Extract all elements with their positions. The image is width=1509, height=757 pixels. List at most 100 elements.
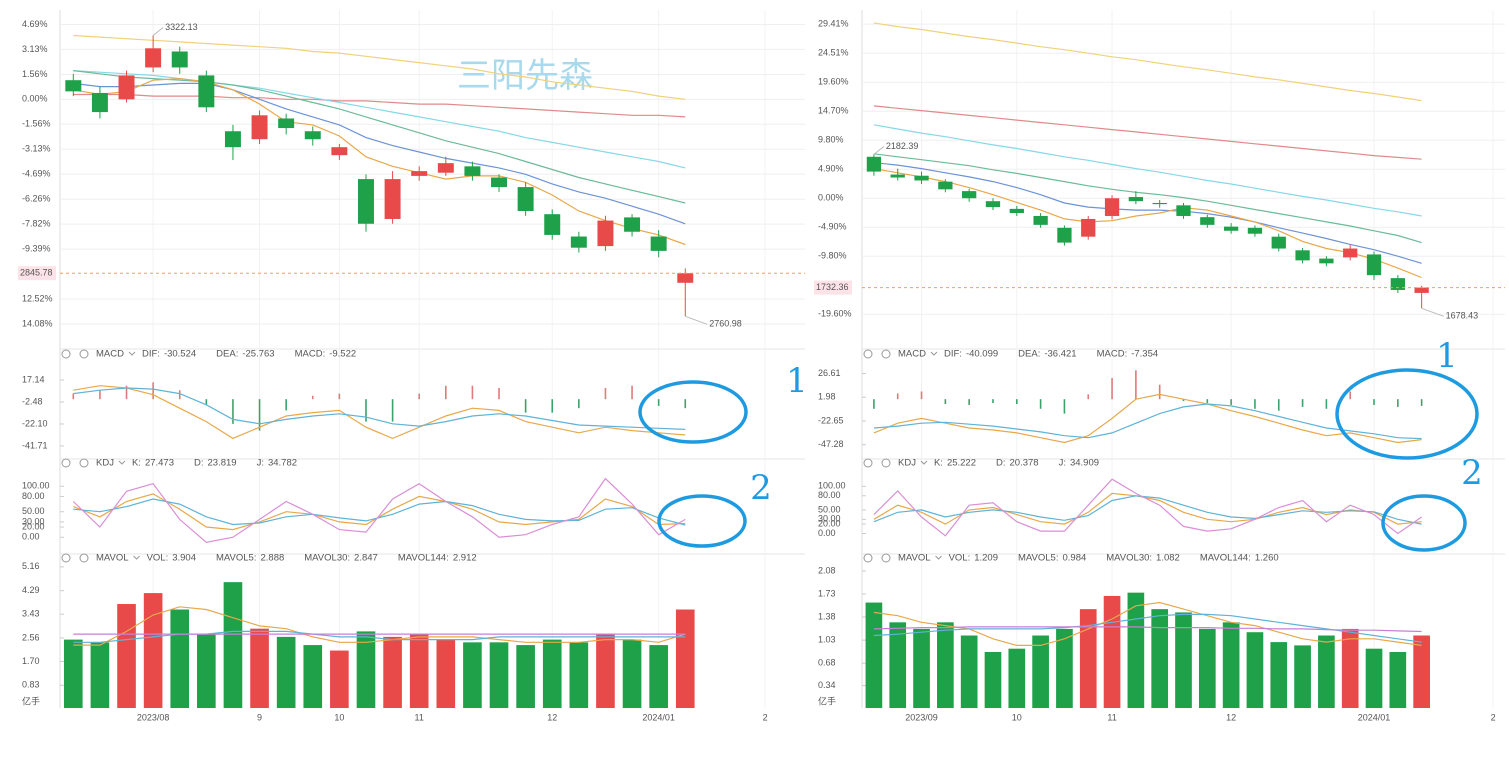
kdj-line [873,492,1422,525]
macd-bar [152,382,154,400]
y-tick-label: 1.70 [22,656,40,666]
macd-bar [873,399,875,409]
y-tick-label: 20.00 [818,518,841,528]
y-tick-label: 1.73 [818,588,836,598]
x-tick-label: 11 [1107,712,1116,722]
indicator-value: 23.819 [208,458,237,469]
indicator-value: -40.099 [966,349,998,360]
macd-bar [285,399,287,411]
candle-body [624,217,641,232]
macd-bar [365,399,367,422]
y-tick-label: 29.41% [818,19,849,29]
candle-body [1033,215,1048,225]
macd-bar [418,393,420,400]
y-tick-label: -4.90% [818,222,847,232]
label-connector [152,27,164,36]
candle-body [145,48,162,68]
volume-bar [937,622,954,708]
indicator-value: 2.847 [354,553,378,564]
settings-icon[interactable] [863,553,873,563]
settings-icon[interactable] [61,553,71,563]
moving-average [73,70,686,169]
y-tick-label: -6.26% [22,194,51,204]
y-tick-label: 4.90% [818,164,844,174]
settings-icon[interactable] [61,349,71,359]
y-tick-label: 19.60% [818,77,849,87]
y-tick-label: 14.70% [818,106,849,116]
candle-body [570,236,587,248]
candle-body [1319,258,1334,264]
candle-body [384,179,401,219]
x-tick-label: 2023/08 [137,712,170,722]
dropdown-icon[interactable] [930,351,938,356]
dropdown-icon[interactable] [133,555,140,560]
indicator-value: 34.909 [1070,458,1099,469]
candle-body [411,171,428,176]
volume-bar [1270,642,1288,708]
y-tick-label: 50.00 [818,504,841,514]
indicator-value: K: [934,458,943,469]
indicator-name: KDJ [898,458,916,469]
volume-bar [1246,632,1264,708]
y-tick-label: -1.56% [22,119,51,129]
indicator-value: MAVOL5: [1018,553,1058,564]
dropdown-icon[interactable] [118,460,126,465]
kdj-line [73,498,686,526]
close-icon[interactable] [881,458,891,468]
y-tick-label: 0.00 [22,532,40,542]
indicator-value: -9.522 [329,349,356,360]
close-icon[interactable] [79,458,89,468]
macd-bar [99,390,101,400]
macd-bar [684,399,687,409]
y-tick-label: 20.00 [22,521,45,531]
last-price-label: 1732.36 [816,282,849,292]
settings-icon[interactable] [863,349,873,359]
close-icon[interactable] [79,349,89,359]
y-tick-label: 4.29 [22,585,40,595]
y-tick-label: 0.83 [22,680,40,690]
close-icon[interactable] [79,553,89,563]
candle-body [278,118,295,129]
indicator-value: VOL: [147,553,169,564]
indicator-value: MAVOL5: [216,553,256,564]
watermark: 三阳先森 [457,56,593,96]
dropdown-icon[interactable] [920,460,928,465]
volume-bar [356,631,376,708]
dropdown-icon[interactable] [935,555,942,560]
macd-bar [1277,399,1280,411]
candle-body [597,220,614,247]
macd-bar [1349,391,1352,400]
macd-bar [72,393,75,400]
candle-body [1152,202,1167,205]
last-price-box [18,266,56,281]
indicator-value: DIF: [142,349,160,360]
volume-average [873,613,1422,643]
candle-body [962,191,977,199]
candle-body [890,174,905,178]
annotation-circle [1381,494,1467,552]
volume-bar [865,602,883,708]
indicator-value: MAVOL30: [1106,553,1152,564]
indicator-value: MAVOL144: [1200,553,1251,564]
macd-bar [920,391,923,400]
macd-bar [896,393,899,400]
close-icon[interactable] [881,349,891,359]
annotation-circle [638,380,748,444]
macd-bar [1420,399,1423,406]
macd-bar [125,385,128,400]
indicator-name: MACD [898,349,926,360]
indicator-value: 1.082 [1156,553,1180,564]
last-price-label: 2845.78 [20,268,53,278]
settings-icon[interactable] [863,458,873,468]
y-tick-label: 26.61 [818,368,841,378]
volume-bar [1365,648,1383,708]
settings-icon[interactable] [61,458,71,468]
indicator-value: D: [996,458,1006,469]
dropdown-icon[interactable] [128,351,136,356]
indicator-value: J: [1059,458,1066,469]
y-tick-label: -19.60% [818,309,852,319]
volume-bar [197,634,216,708]
volume-bar [1151,609,1169,708]
y-tick-label: -9.39% [22,244,51,254]
close-icon[interactable] [881,553,891,563]
